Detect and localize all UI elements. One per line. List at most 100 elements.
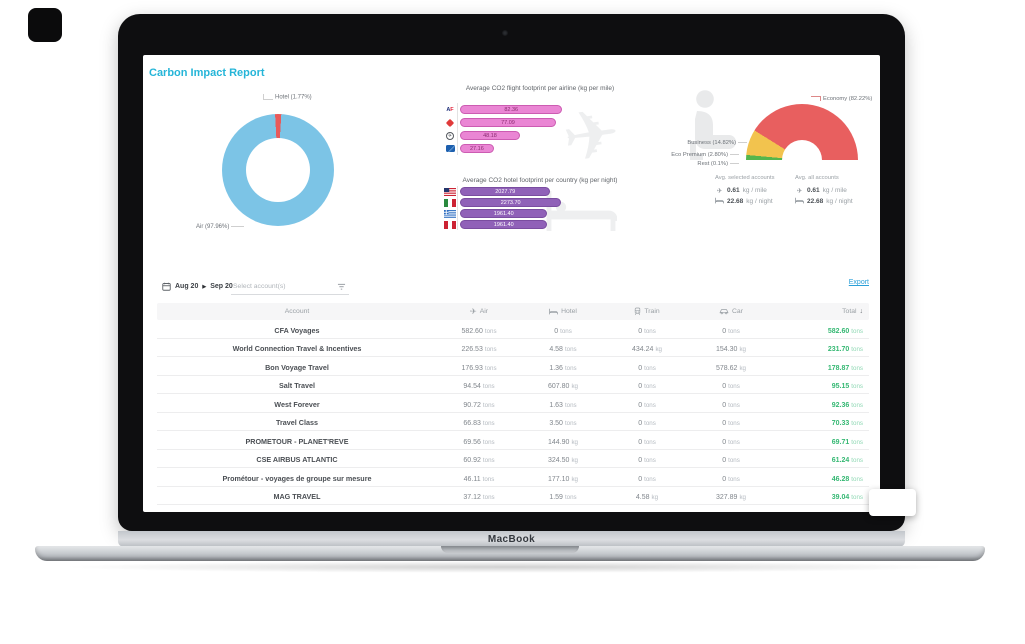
total-cell: 69.71 tons: [831, 438, 863, 446]
hotel-footprint-chart: 2027.79 2273.70 1961.40 1961.40: [443, 186, 567, 230]
flight-footprint-track: 82.36: [457, 103, 567, 116]
table-row: Salt Travel 94.54 tons 607.80 kg 0 tons 0 tons 95…: [157, 375, 869, 394]
bed-icon: [795, 197, 804, 206]
avg-selected-per-night-unit: kg / night: [746, 198, 773, 205]
flight-footprint-value: 27.16: [470, 145, 484, 152]
avg-all-per-night-value: 22.68: [807, 198, 824, 205]
table-row: CFA Voyages 582.60 tons 0 tons 0 tons 0 tons 582.…: [157, 320, 869, 339]
account-name: Bon Voyage Travel: [265, 362, 329, 372]
flight-footprint-value: 77.09: [501, 119, 515, 126]
column-header-total[interactable]: Total ↓: [773, 308, 869, 315]
train-cell: 0 tons: [638, 457, 656, 465]
account-select-input[interactable]: [231, 279, 349, 295]
avg-selected-per-mile-unit: kg / mile: [742, 187, 767, 194]
flight-footprint-track: 48.18: [457, 129, 567, 142]
air-cell: 582.60 tons: [461, 327, 497, 335]
airline-red-diamond-icon: [443, 118, 457, 127]
hotel-footprint-value: 1961.40: [493, 210, 514, 217]
laptop-hinge: MacBook: [118, 531, 905, 547]
air-cell: 94.54 tons: [463, 383, 495, 391]
flag-greece-icon: [443, 209, 457, 218]
train-icon: [634, 307, 641, 316]
total-cell: 46.28 tons: [831, 475, 863, 483]
flight-footprint-value: 48.18: [483, 132, 497, 139]
page-artifact-card: [869, 489, 916, 516]
hotel-footprint-row: 1961.40: [443, 208, 567, 219]
column-header-air[interactable]: ✈ Air: [437, 307, 521, 316]
avg-all-accounts: Avg. all accounts ✈ 0.61 kg / mile 22.68…: [795, 175, 873, 207]
train-cell: 0 tons: [638, 401, 656, 409]
hotel-cell: 1.36 tons: [549, 364, 577, 372]
train-cell: 0 tons: [638, 475, 656, 483]
table-row: CSE AIRBUS ATLANTIC 60.92 tons 324.50 kg 0 ton…: [157, 449, 869, 468]
flight-footprint-row: AF 82.36: [443, 103, 567, 116]
air-cell: 226.53 tons: [461, 346, 497, 354]
hotel-footprint-row: 2273.70: [443, 197, 567, 208]
account-name: Prométour - voyages de groupe sur mesure: [222, 473, 372, 483]
hotel-footprint-row: 1961.40: [443, 219, 567, 230]
avg-all-title: Avg. all accounts: [795, 175, 839, 181]
account-name: Travel Class: [276, 418, 318, 428]
column-label: Car: [732, 308, 743, 315]
hotel-footprint-track: 1961.40: [457, 208, 567, 219]
date-arrow-icon: ▶: [202, 283, 207, 290]
date-to: Sep 20: [210, 283, 233, 290]
flight-chart-title: Average CO2 flight footprint per airline…: [465, 85, 615, 92]
macbook-brand-label: MacBook: [487, 533, 536, 545]
hotel-cell: 3.50 tons: [549, 420, 577, 428]
air-cell: 66.83 tons: [463, 420, 495, 428]
laptop-shadow: [60, 561, 960, 573]
account-name: World Connection Travel & Incentives: [232, 344, 362, 354]
total-cell: 582.60 tons: [827, 327, 863, 335]
car-cell: 0 tons: [722, 475, 740, 483]
page-title: Carbon Impact Report: [149, 67, 265, 79]
column-header-train[interactable]: Train: [605, 307, 689, 316]
column-header-hotel[interactable]: Hotel: [521, 308, 605, 315]
total-cell: 70.33 tons: [831, 420, 863, 428]
hotel-footprint-bar: 1961.40: [460, 209, 548, 218]
plane-icon: ✈: [469, 307, 477, 316]
car-cell: 0 tons: [722, 457, 740, 465]
transport-mode-donut-chart: [222, 114, 334, 226]
gauge-label-rest: Rest (0.1%): [663, 161, 739, 167]
accounts-table: Account ✈ Air Hotel Train Car Total ↓ CFA Voyag…: [157, 303, 869, 505]
airline-blue-wave-icon: [443, 144, 457, 153]
filter-funnel-icon[interactable]: [337, 283, 346, 291]
hotel-footprint-row: 2027.79: [443, 186, 567, 197]
date-range-filter[interactable]: Aug 20 ▶ Sep 20: [162, 282, 233, 291]
hotel-footprint-track: 2273.70: [457, 197, 567, 208]
column-header-car[interactable]: Car: [689, 308, 773, 315]
account-name: PROMETOUR - PLANET'REVE: [245, 436, 349, 446]
flight-footprint-chart: AF 82.36 77.09 ✈ 48.18 27.16: [443, 103, 567, 155]
air-cell: 69.56 tons: [463, 438, 495, 446]
car-icon: [719, 308, 729, 315]
account-name: CSE AIRBUS ATLANTIC: [256, 455, 338, 465]
column-header-account[interactable]: Account: [157, 308, 437, 315]
train-cell: 4.58 kg: [635, 494, 659, 502]
export-button[interactable]: Export: [848, 279, 869, 286]
donut-label-air: Air (97.96%): [196, 224, 244, 230]
webcam-icon: [502, 30, 508, 36]
filter-bar: Aug 20 ▶ Sep 20 Export: [157, 279, 869, 299]
plane-icon: ✈: [796, 187, 803, 195]
flight-footprint-value: 82.36: [504, 106, 519, 113]
table-row: Prométour - voyages de groupe sur mesure…: [157, 468, 869, 487]
air-cell: 60.92 tons: [463, 457, 495, 465]
sort-desc-icon[interactable]: ↓: [859, 308, 864, 315]
flight-footprint-track: 77.09: [457, 116, 567, 129]
hotel-footprint-value: 2273.70: [500, 199, 521, 206]
car-cell: 578.62 kg: [716, 364, 746, 372]
gauge-label-business: Business (14.82%): [671, 140, 747, 146]
corner-chip: [28, 8, 62, 42]
hotel-cell: 0 tons: [554, 327, 572, 335]
hotel-cell: 1.59 tons: [549, 494, 577, 502]
laptop-base: [35, 546, 985, 561]
flag-italy-icon: [443, 198, 457, 207]
avg-all-per-mile-unit: kg / mile: [822, 187, 847, 194]
train-cell: 0 tons: [638, 327, 656, 335]
bed-icon: [549, 308, 558, 315]
column-label: Hotel: [561, 308, 577, 315]
bed-watermark-icon: [546, 191, 617, 231]
total-cell: 95.15 tons: [831, 383, 863, 391]
hotel-cell: 1.63 tons: [549, 401, 577, 409]
